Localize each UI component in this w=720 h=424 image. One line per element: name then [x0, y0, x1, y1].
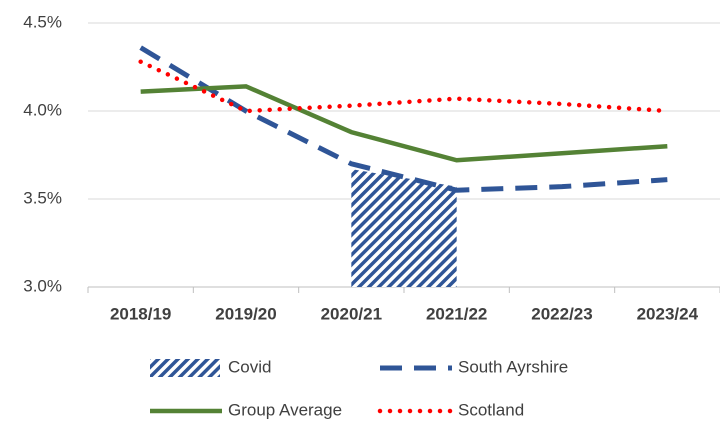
- y-tick-label: 3.5%: [23, 188, 62, 207]
- series-line: [138, 59, 670, 114]
- y-tick-label: 4.0%: [23, 100, 62, 119]
- x-tick-label: 2018/19: [110, 304, 171, 323]
- legend-swatch: [150, 359, 220, 377]
- series-line: [139, 45, 668, 193]
- series-line: [140, 84, 668, 163]
- legend-label: Group Average: [228, 400, 342, 419]
- y-tick-label: 3.0%: [23, 276, 62, 295]
- legend-label: South Ayrshire: [458, 357, 568, 376]
- x-tick-label: 2023/24: [637, 304, 699, 323]
- x-tick-label: 2021/22: [426, 304, 487, 323]
- x-tick-label: 2019/20: [215, 304, 276, 323]
- legend-label: Covid: [228, 357, 271, 376]
- y-tick-label: 4.5%: [23, 12, 62, 31]
- legend-label: Scotland: [458, 400, 524, 419]
- covid-area: [351, 169, 457, 287]
- x-tick-label: 2022/23: [531, 304, 592, 323]
- x-tick-label: 2020/21: [321, 304, 382, 323]
